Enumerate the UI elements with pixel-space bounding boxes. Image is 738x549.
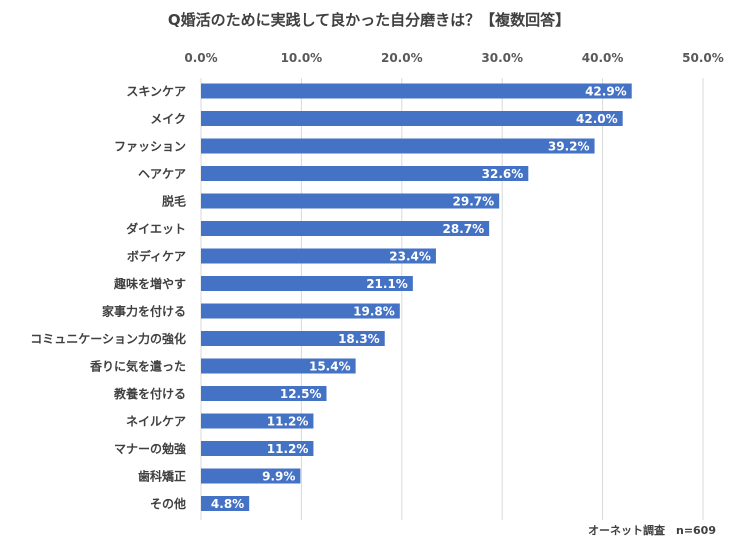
bar	[201, 221, 490, 236]
category-label: ボディケア	[127, 249, 186, 264]
data-label: 32.6%	[482, 167, 524, 181]
category-label: その他	[150, 496, 186, 511]
category-label: ネイルケア	[126, 415, 186, 429]
x-tick-label: 50.0%	[682, 51, 724, 65]
data-label: 21.1%	[366, 277, 408, 291]
bar	[201, 166, 529, 181]
data-label: 29.7%	[453, 195, 495, 209]
data-label: 42.9%	[585, 85, 627, 99]
value-labels: 42.9% 42.0% 39.2% 32.6% 29.7% 28.7% 23.4% 21.1%…	[211, 85, 627, 512]
data-label: 18.3%	[338, 332, 380, 346]
bar	[201, 193, 500, 209]
category-label: メイク	[150, 112, 186, 126]
data-label: 28.7%	[443, 222, 485, 236]
chart-title: Q婚活のために実践して良かった自分磨きは？【複数回答】	[168, 11, 570, 29]
bar	[201, 138, 595, 154]
bar	[201, 331, 385, 346]
data-label: 9.9%	[262, 470, 295, 484]
category-label: 歯科矯正	[138, 469, 186, 484]
data-label: 15.4%	[309, 360, 351, 374]
bar	[201, 248, 436, 264]
x-axis-ticks: 0.0% 10.0% 20.0% 30.0% 40.0% 50.0%	[184, 51, 723, 65]
category-label: コミュニケーション力の強化	[30, 331, 186, 346]
category-label: ファッション	[114, 140, 186, 154]
x-tick-label: 20.0%	[381, 51, 423, 65]
bar	[201, 111, 623, 126]
data-label: 11.2%	[267, 442, 309, 456]
category-label: 香りに気を遣った	[89, 359, 186, 374]
data-label: 4.8%	[211, 497, 244, 511]
bars	[201, 83, 632, 511]
bar	[201, 496, 250, 511]
x-tick-label: 30.0%	[481, 51, 523, 65]
bar	[201, 413, 314, 429]
data-label: 39.2%	[548, 140, 590, 154]
bar	[201, 441, 314, 456]
x-tick-label: 10.0%	[281, 51, 323, 65]
data-label: 11.2%	[267, 415, 309, 429]
category-label: ダイエット	[126, 221, 186, 236]
bar	[201, 358, 356, 374]
bar	[201, 303, 400, 319]
data-label: 42.0%	[576, 112, 618, 126]
category-label: スキンケア	[126, 85, 186, 99]
data-label: 23.4%	[389, 250, 431, 264]
category-label: マナーの勉強	[114, 441, 186, 456]
x-tick-label: 40.0%	[582, 51, 624, 65]
x-tick-label: 0.0%	[184, 51, 217, 65]
category-label: 教養を付ける	[113, 386, 186, 401]
bar	[201, 83, 632, 99]
category-label: 脱毛	[162, 194, 186, 209]
source-note: オーネット調査 n=609	[588, 523, 716, 537]
data-label: 12.5%	[280, 387, 322, 401]
bar	[201, 276, 413, 291]
bar	[201, 468, 301, 484]
category-label: 趣味を増やす	[113, 276, 186, 291]
category-label: 家事力を付ける	[102, 304, 186, 319]
bar	[201, 386, 327, 401]
category-label: ヘアケア	[138, 167, 186, 181]
category-labels: スキンケアメイクファッションヘアケア脱毛ダイエットボディケア趣味を増やす家事力を…	[30, 85, 186, 512]
data-label: 19.8%	[353, 305, 395, 319]
